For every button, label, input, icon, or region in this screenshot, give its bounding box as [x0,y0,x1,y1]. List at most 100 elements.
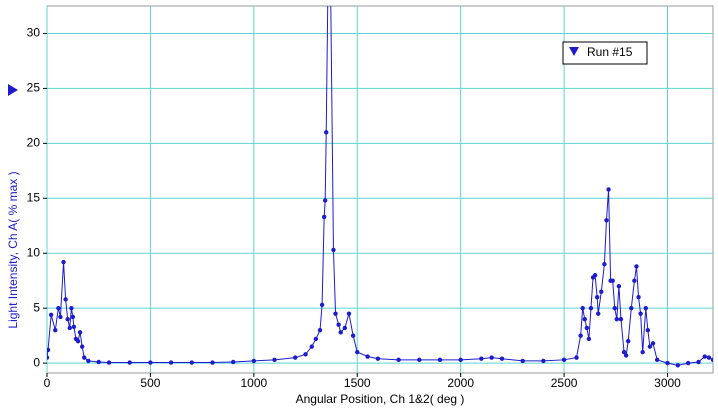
data-point [56,305,61,311]
data-point [75,338,81,344]
x-tick-label: 1500 [344,376,371,390]
data-point [675,363,681,368]
data-point [96,359,101,365]
data-point [69,305,74,311]
data-point [706,355,712,360]
data-point [574,355,579,360]
legend [562,41,648,65]
data-point [77,330,83,335]
y-tick-label: 5 [33,300,40,314]
y-axis-marker [8,84,18,96]
data-point [685,360,691,366]
data-point [61,259,66,265]
data-point [319,302,325,308]
data-point [321,214,327,220]
data-point [584,325,590,331]
y-tick-label: 25 [27,81,41,95]
data-point [602,262,607,267]
data-point [665,360,670,366]
data-point [625,338,631,344]
x-tick-label: 500 [140,376,160,390]
data-point [588,305,594,311]
data-point [586,336,592,342]
data-point [489,355,494,360]
data-point [79,344,85,349]
data-point [650,341,656,346]
y-tick-label: 20 [27,136,41,150]
x-tick-label: 2000 [447,376,474,390]
data-point [272,357,277,363]
y-axis-label: Light Intensity, Ch A( % max ) [6,171,20,328]
data-point [70,314,76,320]
y-tick-label: 10 [27,245,41,259]
data-point [106,360,112,365]
data-point [702,354,707,359]
data-point [148,360,153,365]
data-point [333,311,338,316]
data-point [58,314,63,320]
data-point [48,312,54,317]
data-point [596,311,601,316]
data-point [417,357,422,363]
data-point [643,305,648,311]
data-point [614,316,620,322]
data-point [322,198,328,203]
data-point [710,357,713,363]
data-point [618,316,624,322]
x-tick-label: 1000 [240,376,267,390]
data-point [499,356,505,361]
data-point [634,264,639,269]
data-point [338,330,343,335]
data-point [355,349,360,355]
data-point [375,356,381,361]
x-tick-label: 3000 [654,376,681,390]
data-point [303,352,308,357]
data-point [210,360,215,365]
data-point [309,344,314,349]
x-tick-label: 2500 [551,376,578,390]
data-point [230,359,236,365]
data-point [53,327,58,333]
y-tick-label: 30 [27,26,41,40]
data-point [578,333,583,338]
data-point [647,344,653,349]
data-point [67,325,72,331]
data-point [632,278,637,283]
data-point [640,349,645,355]
data-point [317,327,323,333]
data-point [396,357,401,363]
data-point [251,358,257,364]
data-point [342,325,348,331]
data-point [168,360,174,365]
data-point [636,294,641,300]
data-point [336,322,341,327]
y-tick-label: 0 [33,355,40,369]
data-point [541,358,546,364]
data-point [86,358,91,364]
data-point [65,316,70,322]
data-point [47,355,50,360]
data-point [365,354,370,359]
y-tick-label: 15 [27,190,41,204]
data-point [610,278,615,283]
data-point [638,311,643,316]
data-point [292,355,298,360]
legend-label: Run #15 [587,45,633,59]
data-point [324,130,329,135]
data-point [599,289,604,294]
data-point [616,283,622,289]
data-point [623,353,629,358]
data-point [606,187,611,192]
data-point [612,305,617,311]
data-point [458,357,463,363]
data-point [582,316,587,322]
plot-area [46,5,714,374]
data-point [350,333,356,338]
data-point [629,305,634,311]
data-point [82,355,87,360]
data-point [479,356,484,361]
data-point [313,336,319,342]
data-point [346,311,352,316]
data-point [189,360,194,365]
legend-marker [569,47,579,56]
